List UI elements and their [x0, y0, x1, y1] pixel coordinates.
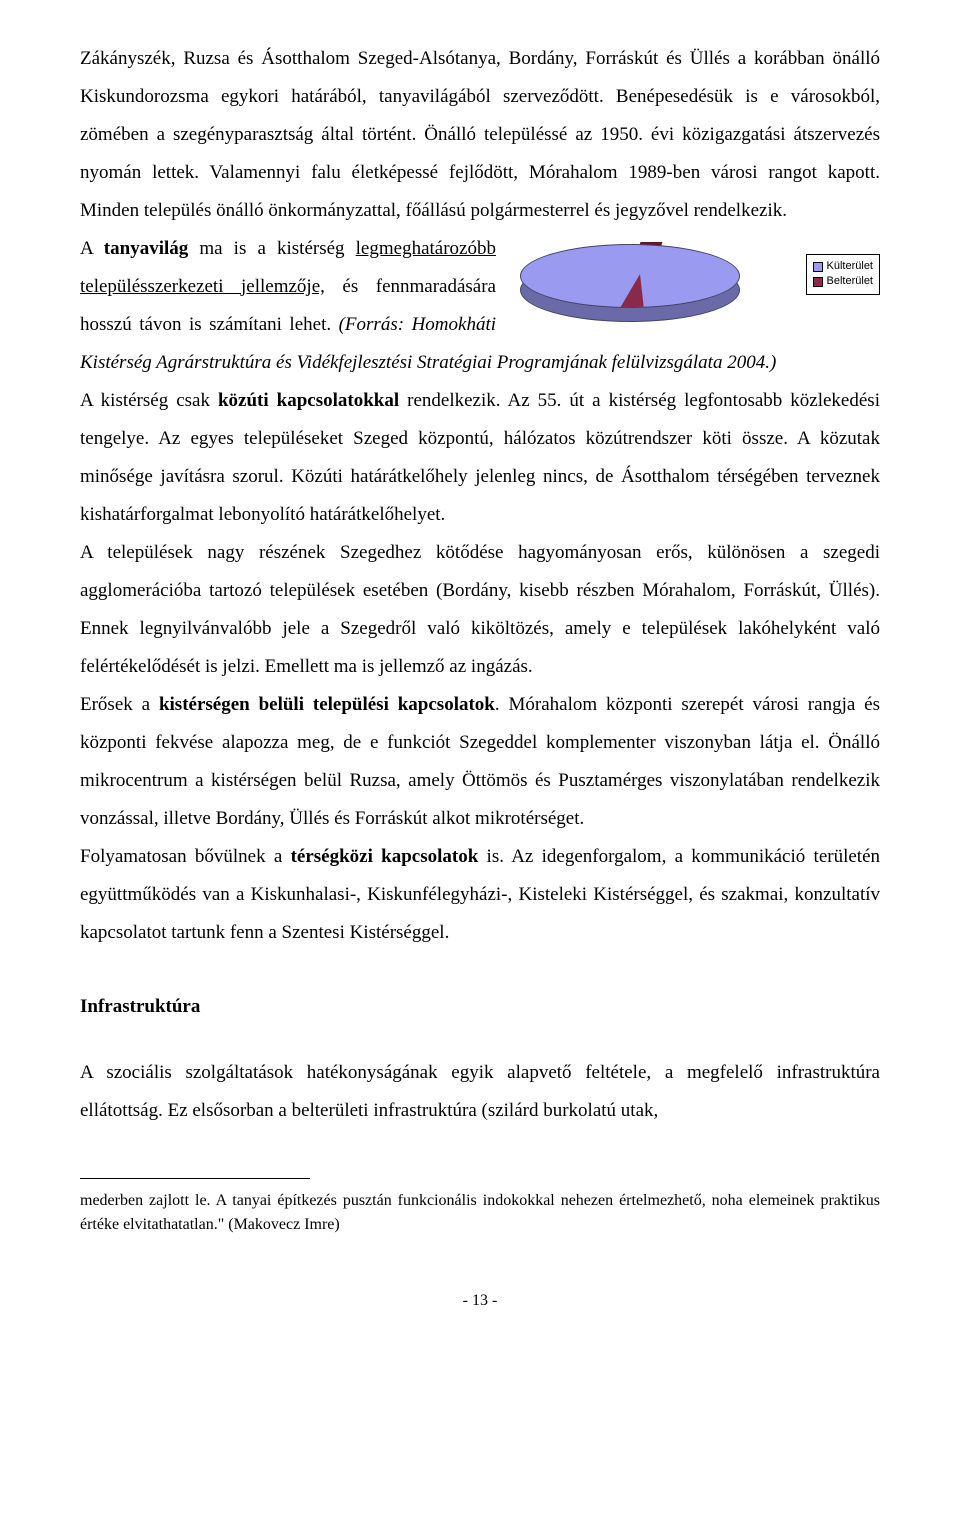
legend-swatch — [813, 262, 823, 272]
pie-top-face — [520, 244, 740, 308]
page-number: - 13 - — [80, 1285, 880, 1317]
text-bold: közúti kapcsolatokkal — [218, 390, 399, 411]
pie-slice-belterulet — [618, 271, 654, 308]
footnote-text: mederben zajlott le. A tanyai építkezés … — [80, 1189, 880, 1237]
paragraph-kozuti: A kistérség csak közúti kapcsolatokkal r… — [80, 382, 880, 534]
text-bold: kistérségen belüli települési kapcsolato… — [159, 694, 495, 715]
text: A — [80, 238, 104, 259]
legend-label: Belterület — [827, 274, 873, 289]
paragraph-intro: Zákányszék, Ruzsa és Ásotthalom Szeged-A… — [80, 40, 880, 230]
legend-item-kulterulet: Külterület — [813, 259, 873, 274]
pie-chart: Külterület Belterület — [520, 236, 880, 326]
text: Erősek a — [80, 694, 159, 715]
tanyavilag-block: Külterület Belterület A tanyavilág ma is… — [80, 230, 880, 382]
text-bold: térségközi kapcsolatok — [291, 846, 479, 867]
legend-swatch — [813, 277, 823, 287]
text: Folyamatosan bővülnek a — [80, 846, 291, 867]
paragraph-tersegkozi: Folyamatosan bővülnek a térségközi kapcs… — [80, 838, 880, 952]
pie-graphic — [520, 236, 750, 326]
text-italic: és Vidékfejlesztési Stratégiai Programjá… — [276, 352, 776, 373]
paragraph-belul: Erősek a kistérségen belüli települési k… — [80, 686, 880, 838]
text-bold: tanyavilág — [104, 238, 188, 259]
text-underline: jellemzője, — [241, 276, 325, 297]
text: távon is számítani lehet. — [139, 314, 338, 335]
footnote-separator — [80, 1178, 310, 1179]
paragraph-infra: A szociális szolgáltatások hatékonyságán… — [80, 1054, 880, 1130]
paragraph-szeged: A települések nagy részének Szegedhez kö… — [80, 534, 880, 686]
heading-infrastruktura: Infrastruktúra — [80, 988, 880, 1026]
chart-legend: Külterület Belterület — [806, 254, 880, 295]
text: A kistérség csak — [80, 390, 218, 411]
legend-label: Külterület — [827, 259, 873, 274]
legend-item-belterulet: Belterület — [813, 274, 873, 289]
text: ma is a kistérség — [188, 238, 355, 259]
text-italic: (Forrás: — [339, 314, 412, 335]
